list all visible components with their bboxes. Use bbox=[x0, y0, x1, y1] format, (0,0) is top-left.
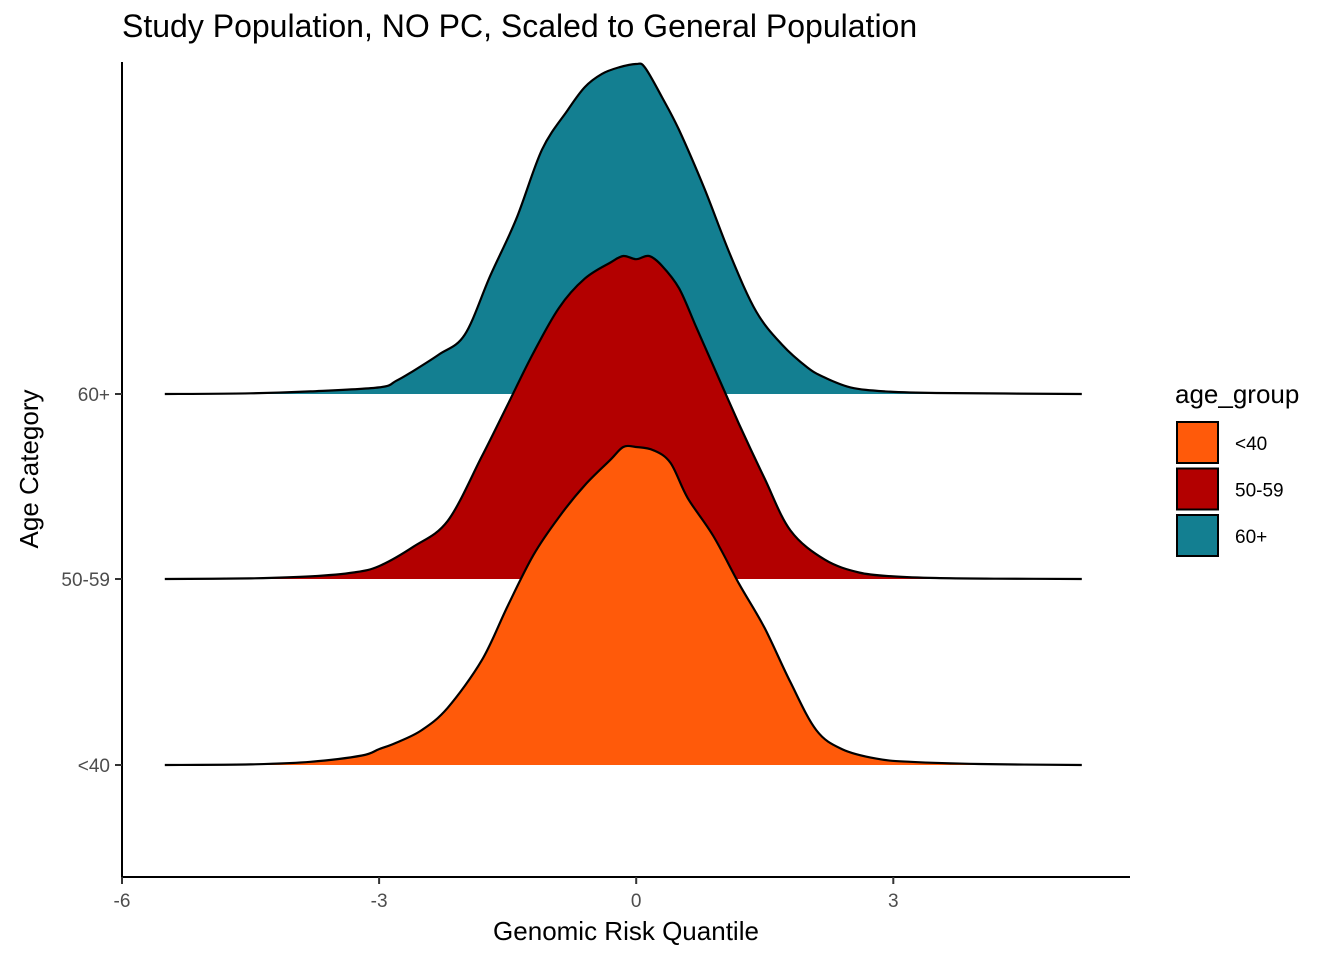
ridge-fill-60plus bbox=[164, 63, 1082, 395]
x-tick-label: -6 bbox=[114, 891, 131, 912]
legend: <40 50-59 60+ bbox=[1176, 421, 1284, 557]
legend-key bbox=[1176, 514, 1219, 557]
ridge-outline-60plus bbox=[164, 62, 1082, 396]
x-ticks: -6 -3 0 3 bbox=[114, 877, 899, 912]
ridge-outline-50-59 bbox=[164, 254, 1082, 581]
y-tick-label: <40 bbox=[78, 756, 110, 777]
y-axis-title: Age Category bbox=[14, 390, 44, 549]
legend-label: 60+ bbox=[1235, 527, 1267, 548]
legend-title: age_group bbox=[1175, 379, 1299, 409]
ridge-fill-50-59 bbox=[164, 255, 1082, 580]
x-tick-label: 0 bbox=[631, 891, 642, 912]
y-ticks: <40 50-59 60+ bbox=[61, 385, 122, 777]
ridges-layer bbox=[164, 62, 1082, 767]
x-tick-label: 3 bbox=[888, 891, 899, 912]
y-tick-label: 50-59 bbox=[61, 570, 110, 591]
x-axis-title: Genomic Risk Quantile bbox=[493, 916, 759, 946]
legend-label: 50-59 bbox=[1235, 481, 1284, 502]
chart-title: Study Population, NO PC, Scaled to Gener… bbox=[122, 8, 918, 44]
legend-label: <40 bbox=[1235, 434, 1267, 455]
x-tick-label: -3 bbox=[371, 891, 388, 912]
ridge-outline-lt40 bbox=[164, 444, 1082, 767]
legend-key bbox=[1176, 467, 1219, 511]
ridge-fill-lt40 bbox=[164, 445, 1082, 765]
legend-key bbox=[1176, 421, 1219, 464]
y-tick-label: 60+ bbox=[78, 385, 110, 406]
